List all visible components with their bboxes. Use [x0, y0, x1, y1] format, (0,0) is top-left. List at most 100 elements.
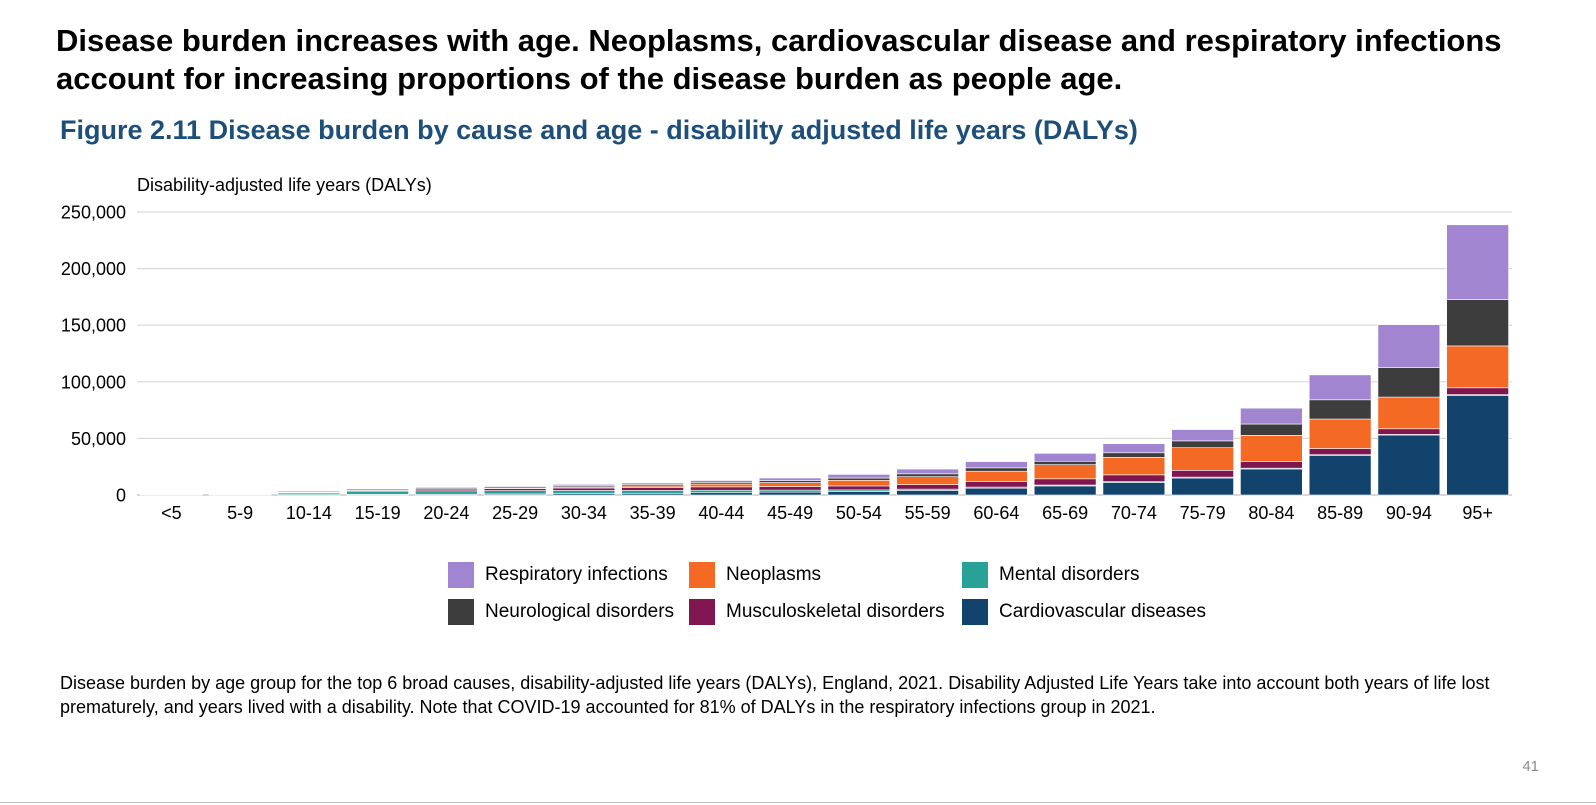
legend-label: Musculoskeletal disorders [726, 601, 945, 622]
x-tick-label: 60-64 [973, 503, 1019, 523]
bar-segment-musculoskeletal-disorders [690, 486, 753, 491]
bar-stack-20-24 [415, 486, 478, 496]
bar-segment-neoplasms [758, 482, 822, 487]
x-tick-label: 90-94 [1386, 503, 1432, 523]
bar-segment-cardiovascular-diseases [1446, 395, 1509, 496]
gridlines [137, 211, 1512, 496]
bar-segment-respiratory-infections [1171, 429, 1234, 442]
y-axis-title: Disability-adjusted life years (DALYs) [137, 175, 432, 195]
bar-segment-neurological-disorders [1377, 367, 1441, 398]
bar-segment-neoplasms [1308, 418, 1372, 449]
bar-segment-respiratory-infections [552, 484, 616, 486]
x-tick-label: 95+ [1462, 503, 1493, 523]
bar-segment-musculoskeletal-disorders [896, 484, 959, 490]
bar-segment-neurological-disorders [965, 467, 1028, 472]
x-tick-label: 45-49 [767, 503, 813, 523]
bar-segment-musculoskeletal-disorders [965, 481, 1028, 488]
bar-segment-respiratory-infections [621, 482, 684, 485]
bar-segment-cardiovascular-diseases [1377, 434, 1441, 496]
bar-segment-musculoskeletal-disorders [758, 486, 822, 491]
bar-segment-neurological-disorders [1171, 440, 1234, 448]
legend-item-neurological-disorders: Neurological disorders [448, 599, 674, 625]
legend-label: Respiratory infections [485, 564, 668, 585]
bar-segment-musculoskeletal-disorders [483, 488, 547, 491]
x-tick-label: 5-9 [227, 503, 253, 523]
bar-segment-respiratory-infections [827, 474, 891, 479]
bar-segment-neurological-disorders [1240, 423, 1303, 436]
bar-stack-25-29 [483, 485, 547, 496]
bar-stack-under-5 [140, 493, 203, 496]
bar-segment-cardiovascular-diseases [1240, 468, 1303, 496]
x-tick-label: 50-54 [836, 503, 882, 523]
bar-segment-musculoskeletal-disorders [552, 487, 616, 491]
legend-swatch-cardiovascular-diseases [962, 599, 988, 625]
legend-label: Neurological disorders [485, 601, 675, 622]
bar-segment-mental-disorders [758, 489, 822, 493]
bar-segment-respiratory-infections [1102, 443, 1166, 454]
bar-segment-respiratory-infections [1377, 324, 1441, 368]
bar-stack-80-84 [1240, 407, 1303, 496]
bar-segment-respiratory-infections [1033, 453, 1097, 462]
x-tick-label: 30-34 [561, 503, 607, 523]
x-tick-label: 65-69 [1042, 503, 1088, 523]
bar-segment-cardiovascular-diseases [1308, 455, 1372, 496]
bar-stack-35-39 [621, 482, 684, 496]
legend-label: Neoplasms [726, 564, 822, 585]
bar-stack-50-54 [827, 474, 891, 496]
bar-segment-neurological-disorders [827, 477, 891, 481]
bar-segment-neurological-disorders [1308, 399, 1372, 420]
bar-segment-neoplasms [896, 476, 959, 485]
y-tick-label: 50,000 [71, 429, 126, 449]
page-number: 41 [1522, 758, 1539, 775]
bar-segment-mental-disorders [483, 490, 547, 495]
legend-item-respiratory-infections: Respiratory infections [448, 562, 668, 588]
bar-segment-musculoskeletal-disorders [621, 487, 684, 491]
bar-segment-musculoskeletal-disorders [1308, 448, 1372, 456]
bars [140, 224, 1509, 496]
bar-stack-30-34 [552, 484, 616, 496]
bar-segment-neoplasms [965, 470, 1028, 482]
x-tick-label: 10-14 [286, 503, 332, 523]
bar-segment-respiratory-infections [1446, 224, 1509, 300]
figure-caption: Disease burden by age group for the top … [60, 673, 1490, 717]
legend-label: Mental disorders [999, 564, 1140, 585]
bar-segment-mental-disorders [552, 490, 616, 494]
bar-segment-cardiovascular-diseases [1033, 485, 1097, 496]
bar-stack-70-74 [1102, 443, 1166, 496]
bar-segment-respiratory-infections [690, 480, 753, 483]
x-tick-label: 85-89 [1317, 503, 1363, 523]
x-axis-ticks: <5 5-9 10-14 15-19 20-24 25-29 30-34 35-39 40-44… [161, 503, 1493, 523]
bar-segment-neoplasms [1033, 464, 1097, 480]
bar-segment-cardiovascular-diseases [1102, 482, 1166, 496]
bar-segment-neurological-disorders [1102, 452, 1166, 458]
bar-segment-respiratory-infections [1308, 374, 1372, 401]
headline: Disease burden increases with age. Neopl… [56, 23, 1502, 96]
legend-swatch-respiratory-infections [448, 562, 474, 588]
bar-segment-neurological-disorders [896, 473, 959, 477]
x-tick-label: <5 [161, 503, 182, 523]
bar-stack-90-94 [1377, 324, 1441, 496]
legend: Respiratory infections Neoplasms Mental … [448, 562, 1268, 628]
y-tick-label: 250,000 [61, 203, 126, 223]
bar-segment-neoplasms [1377, 396, 1441, 430]
legend-swatch-mental-disorders [962, 562, 988, 588]
bar-segment-musculoskeletal-disorders [1033, 478, 1097, 486]
x-tick-label: 80-84 [1248, 503, 1294, 523]
bar-segment-respiratory-infections [758, 477, 822, 481]
y-tick-label: 200,000 [61, 259, 126, 279]
figure-title: Figure 2.11 Disease burden by cause and … [60, 115, 1138, 145]
bar-stack-55-59 [896, 468, 959, 496]
bar-segment-neurological-disorders [1446, 299, 1509, 347]
y-tick-label: 150,000 [61, 316, 126, 336]
x-tick-label: 20-24 [423, 503, 469, 523]
y-axis-ticks: 0 50,000 100,000 150,000 200,000 250,000 [61, 203, 126, 506]
legend-item-cardiovascular-diseases: Cardiovascular diseases [962, 599, 1206, 625]
x-tick-label: 70-74 [1111, 503, 1157, 523]
legend-item-musculoskeletal-disorders: Musculoskeletal disorders [689, 599, 945, 625]
bar-stack-65-69 [1033, 453, 1097, 496]
x-tick-label: 25-29 [492, 503, 538, 523]
bar-segment-cardiovascular-diseases [827, 491, 891, 496]
bar-segment-neoplasms [1102, 457, 1166, 476]
bar-segment-cardiovascular-diseases [758, 491, 822, 496]
bar-segment-neoplasms [1240, 435, 1303, 462]
